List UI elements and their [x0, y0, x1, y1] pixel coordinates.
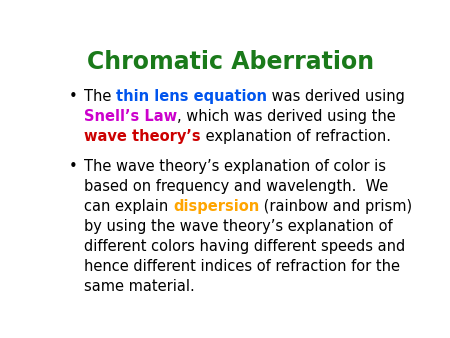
Text: •: •	[68, 89, 77, 104]
Text: same material.: same material.	[84, 279, 195, 294]
Text: can explain: can explain	[84, 199, 173, 214]
Text: was derived using: was derived using	[267, 89, 405, 104]
Text: wave theory’s: wave theory’s	[84, 129, 201, 144]
Text: based on frequency and wavelength.  We: based on frequency and wavelength. We	[84, 179, 388, 194]
Text: dispersion: dispersion	[173, 199, 259, 214]
Text: by using the wave theory’s explanation of: by using the wave theory’s explanation o…	[84, 219, 393, 234]
Text: The wave theory’s explanation of color is: The wave theory’s explanation of color i…	[84, 159, 386, 174]
Text: thin lens equation: thin lens equation	[116, 89, 267, 104]
Text: The: The	[84, 89, 116, 104]
Text: •: •	[68, 159, 77, 174]
Text: different colors having different speeds and: different colors having different speeds…	[84, 239, 405, 254]
Text: explanation of refraction.: explanation of refraction.	[201, 129, 391, 144]
Text: , which was derived using the: , which was derived using the	[177, 109, 396, 124]
Text: Snell’s Law: Snell’s Law	[84, 109, 177, 124]
Text: (rainbow and prism): (rainbow and prism)	[259, 199, 412, 214]
Text: Chromatic Aberration: Chromatic Aberration	[87, 50, 374, 74]
Text: hence different indices of refraction for the: hence different indices of refraction fo…	[84, 259, 400, 274]
